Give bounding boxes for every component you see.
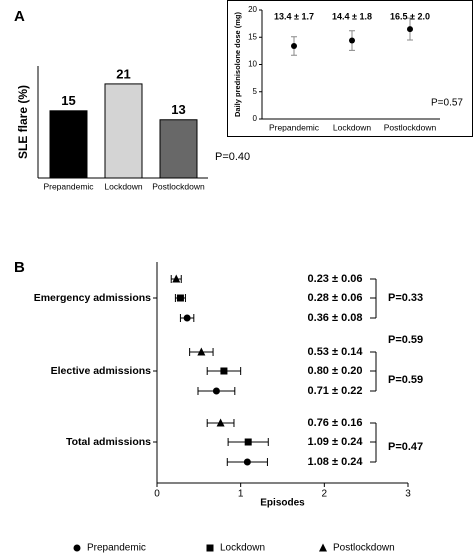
inset-frame (227, 0, 473, 137)
point (243, 458, 251, 466)
point (172, 274, 181, 283)
y-tick-label: Total admissions (66, 436, 151, 448)
x-tick-label: Lockdown (333, 122, 372, 132)
x-tick-label: Postlockdown (152, 181, 205, 191)
value-label: 0.23 ± 0.06 (308, 273, 363, 285)
annotation: P=0.33 (388, 292, 423, 304)
panel-label: A (14, 8, 25, 25)
y-tick-label: 5 (253, 87, 258, 96)
x-tick-label: 0 (154, 489, 160, 500)
annotation: P=0.59 (388, 374, 423, 386)
legend-marker (206, 544, 214, 552)
legend-marker (73, 544, 81, 552)
value-label: 1.08 ± 0.24 (308, 456, 364, 468)
legend-label: Lockdown (220, 543, 265, 554)
legend-label: Postlockdown (333, 543, 395, 554)
point (183, 314, 191, 322)
value-label: 13 (171, 102, 185, 117)
x-tick-label: Lockdown (104, 181, 143, 191)
value-label: 0.71 ± 0.22 (308, 385, 363, 397)
y-tick-label: Elective admissions (51, 365, 152, 377)
point (197, 347, 206, 356)
value-label: 0.80 ± 0.20 (308, 365, 363, 377)
value-label: 14.4 ± 1.8 (332, 11, 372, 21)
annotation: P=0.40 (215, 151, 250, 163)
y-axis-label: SLE flare (%) (16, 85, 30, 159)
value-label: 0.53 ± 0.14 (308, 346, 364, 358)
point (407, 26, 413, 33)
value-label: 0.76 ± 0.16 (308, 417, 363, 429)
point (212, 387, 220, 395)
value-label: 0.36 ± 0.08 (308, 312, 363, 324)
legend-label: Prepandemic (87, 543, 146, 554)
point (176, 294, 184, 302)
x-tick-label: Prepandemic (269, 122, 320, 132)
value-label: 13.4 ± 1.7 (274, 11, 314, 21)
y-tick-label: 15 (248, 32, 257, 41)
x-tick-label: 1 (238, 489, 244, 500)
y-axis-label: Daily prednisolone dose (mg) (233, 11, 242, 117)
point (349, 37, 355, 44)
value-label: 21 (116, 66, 130, 81)
value-label: 16.5 ± 2.0 (390, 11, 430, 21)
panel-label: B (14, 259, 25, 276)
point (216, 418, 225, 427)
y-tick-label: 0 (253, 114, 258, 123)
point (244, 438, 252, 446)
y-tick-label: 10 (248, 60, 257, 69)
bar (49, 110, 88, 179)
bar (104, 83, 143, 179)
bar (159, 119, 198, 179)
point (291, 42, 297, 49)
annotation: P=0.57 (431, 98, 463, 109)
value-label: 1.09 ± 0.24 (308, 436, 364, 448)
y-tick-label: 20 (248, 5, 257, 14)
legend-marker (319, 543, 327, 552)
x-tick-label: 3 (405, 489, 411, 500)
annotation: P=0.59 (388, 334, 423, 346)
value-label: 0.28 ± 0.06 (308, 292, 363, 304)
x-tick-label: Prepandemic (43, 181, 94, 191)
x-axis-label: Episodes (260, 498, 305, 509)
point (220, 367, 228, 375)
x-tick-label: Postlockdown (384, 122, 437, 132)
y-tick-label: Emergency admissions (34, 292, 151, 304)
x-tick-label: 2 (322, 489, 328, 500)
value-label: 15 (61, 93, 75, 108)
annotation: P=0.47 (388, 441, 423, 453)
